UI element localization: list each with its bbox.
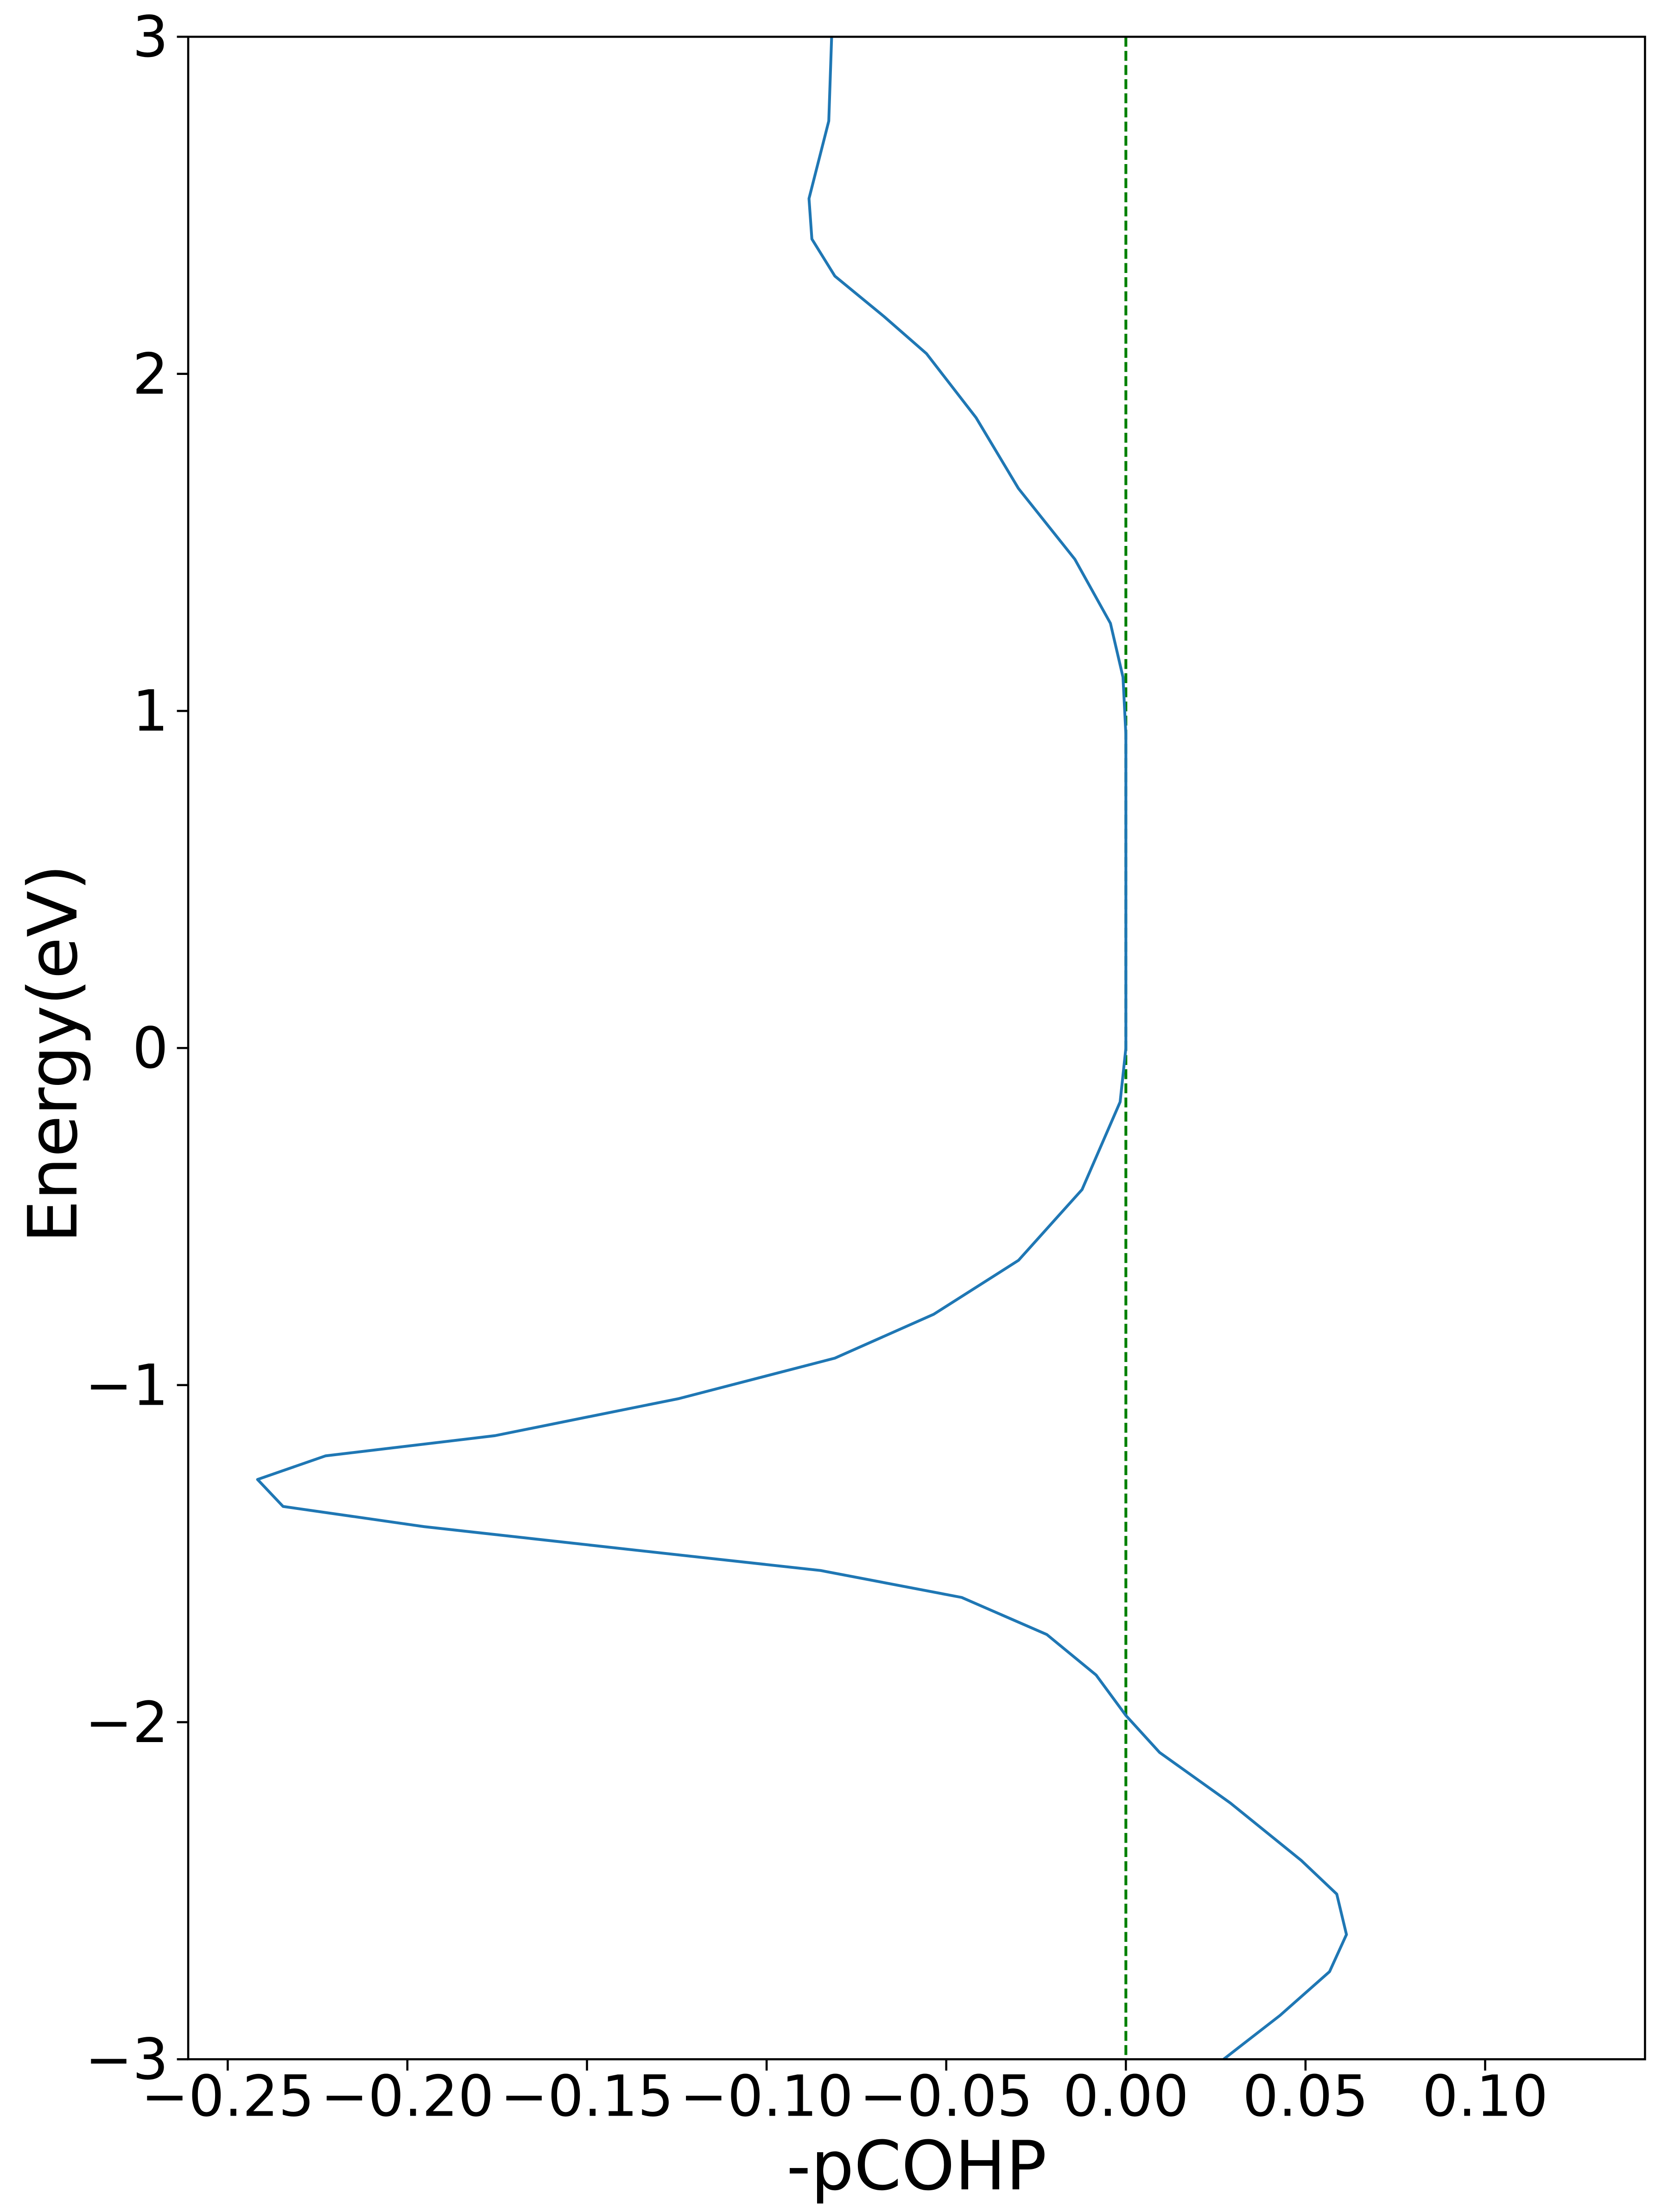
x-tick-label: 0.05 (1243, 2063, 1369, 2129)
data-line (256, 37, 1348, 2060)
x-tick-label: 0.10 (1422, 2063, 1548, 2129)
plot-frame (187, 36, 1646, 2060)
x-tick-label: −0.20 (321, 2063, 494, 2129)
x-tick-label: −0.10 (680, 2063, 853, 2129)
y-tick-label: −3 (85, 2027, 168, 2092)
x-tick-label: −0.25 (141, 2063, 314, 2129)
y-tick-label: −2 (85, 1690, 168, 1756)
y-tick-label: 1 (133, 678, 169, 744)
y-tick-label: 0 (133, 1015, 169, 1081)
y-tick-label: 2 (133, 341, 169, 407)
x-tick-label: 0.00 (1063, 2063, 1189, 2129)
x-tick-label: −0.15 (501, 2063, 674, 2129)
y-tick-label: −1 (85, 1352, 168, 1418)
x-tick-label: −0.05 (860, 2063, 1033, 2129)
y-tick-label: 3 (133, 4, 169, 70)
x-axis-title: -pCOHP (786, 2126, 1047, 2206)
y-axis-title: Energy(eV) (13, 864, 93, 1243)
